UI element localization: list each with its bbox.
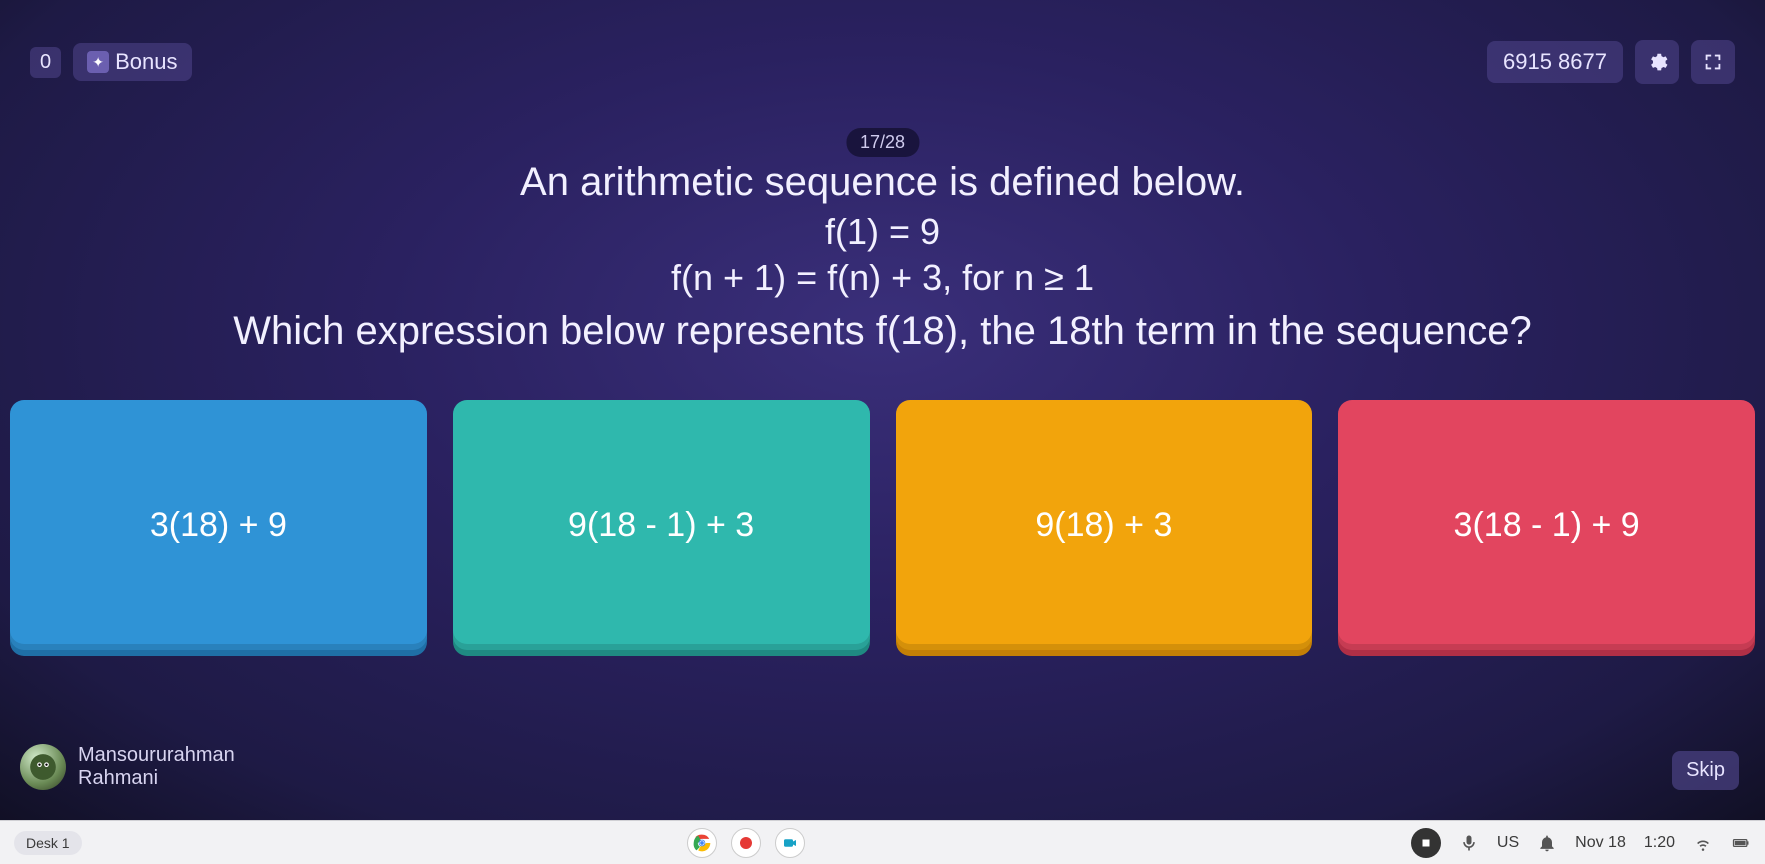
skip-button[interactable]: Skip	[1672, 751, 1739, 790]
join-code: 6915 8677	[1487, 41, 1623, 83]
shelf-date: Nov 18	[1575, 834, 1626, 852]
player-name-line2: Rahmani	[78, 767, 235, 790]
progress-indicator: 17/28	[846, 128, 919, 157]
bonus-button[interactable]: ✦ Bonus	[73, 43, 191, 81]
question-line-3: f(n + 1) = f(n) + 3, for n ≥ 1	[60, 257, 1705, 299]
player-footer: Mansoururahman Rahmani	[20, 744, 235, 790]
notifications-icon[interactable]	[1537, 833, 1557, 853]
answer-option-b[interactable]: 9(18 - 1) + 3	[453, 400, 870, 650]
shelf-right: US Nov 18 1:20	[1411, 828, 1751, 858]
virtual-desk-label[interactable]: Desk 1	[14, 831, 82, 855]
avatar-icon	[29, 753, 57, 781]
record-icon	[737, 834, 755, 852]
app-icon-3[interactable]	[775, 828, 805, 858]
chrome-logo-icon	[692, 833, 712, 853]
streak-count: 0	[30, 47, 61, 78]
shelf-center	[687, 828, 805, 858]
os-shelf: Desk 1 US Nov 18 1:20	[0, 820, 1765, 864]
keyboard-lang[interactable]: US	[1497, 834, 1519, 852]
bonus-label: Bonus	[115, 49, 177, 75]
wifi-icon[interactable]	[1693, 833, 1713, 853]
fullscreen-icon	[1702, 51, 1724, 73]
answer-option-c[interactable]: 9(18) + 3	[896, 400, 1313, 650]
player-name-line1: Mansoururahman	[78, 744, 235, 767]
gear-icon	[1646, 51, 1668, 73]
answer-row: 3(18) + 9 9(18 - 1) + 3 9(18) + 3 3(18 -…	[0, 400, 1765, 650]
app-icon-2[interactable]	[731, 828, 761, 858]
skip-label: Skip	[1686, 759, 1725, 782]
question-line-1: An arithmetic sequence is defined below.	[60, 160, 1705, 205]
camera-icon	[781, 834, 799, 852]
battery-icon[interactable]	[1731, 833, 1751, 853]
player-name: Mansoururahman Rahmani	[78, 744, 235, 790]
shelf-left: Desk 1	[14, 831, 82, 855]
shelf-time: 1:20	[1644, 834, 1675, 852]
answer-option-a[interactable]: 3(18) + 9	[10, 400, 427, 650]
mic-icon[interactable]	[1459, 833, 1479, 853]
top-bar: 0 ✦ Bonus 6915 8677	[0, 40, 1765, 84]
quiz-screen: 0 ✦ Bonus 6915 8677 17/28 An arithmetic …	[0, 0, 1765, 820]
chrome-icon[interactable]	[687, 828, 717, 858]
bonus-icon: ✦	[87, 51, 109, 73]
fullscreen-button[interactable]	[1691, 40, 1735, 84]
stop-icon	[1419, 836, 1433, 850]
top-bar-right: 6915 8677	[1487, 40, 1735, 84]
question-line-4: Which expression below represents f(18),…	[60, 309, 1705, 354]
top-bar-left: 0 ✦ Bonus	[30, 43, 192, 81]
answer-option-d[interactable]: 3(18 - 1) + 9	[1338, 400, 1755, 650]
question-line-2: f(1) = 9	[60, 211, 1705, 253]
settings-button[interactable]	[1635, 40, 1679, 84]
stop-share-icon[interactable]	[1411, 828, 1441, 858]
question-block: An arithmetic sequence is defined below.…	[0, 160, 1765, 354]
player-avatar[interactable]	[20, 744, 66, 790]
